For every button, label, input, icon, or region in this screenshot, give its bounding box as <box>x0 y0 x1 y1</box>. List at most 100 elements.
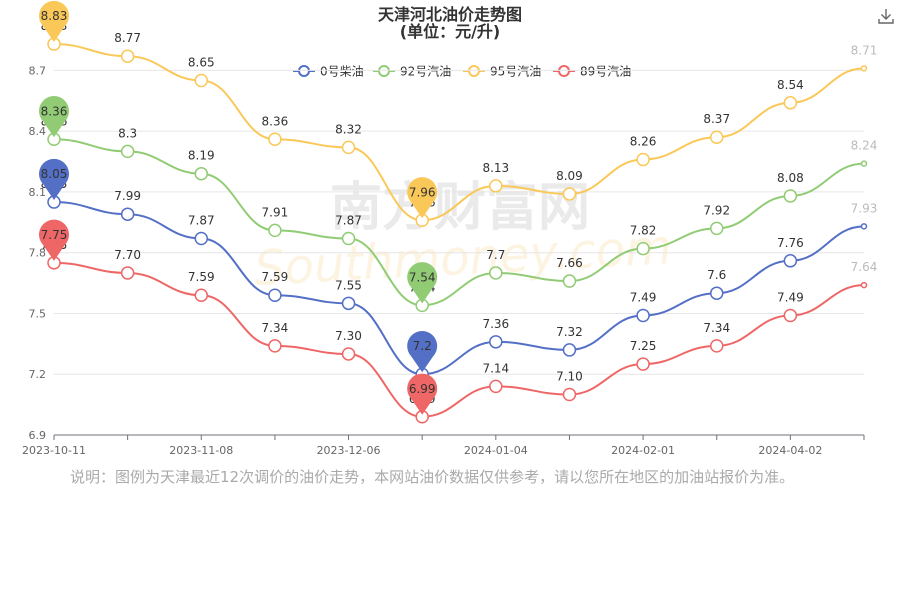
data-label: 7.36 <box>482 317 509 331</box>
pin-label: 8.83 <box>41 9 68 23</box>
grid <box>54 69 864 375</box>
data-label: 7.76 <box>777 236 804 250</box>
data-point[interactable] <box>120 207 135 221</box>
data-label: 8.77 <box>114 31 141 45</box>
x-tick-label: 2024-04-02 <box>758 444 822 457</box>
x-tick-label: 2023-12-06 <box>317 444 381 457</box>
legend-item[interactable]: 92号汽油 <box>373 64 451 79</box>
pin-marker: 7.2 <box>407 331 438 373</box>
data-point[interactable] <box>489 179 503 193</box>
data-point[interactable] <box>860 160 868 167</box>
data-label: 7.59 <box>188 270 215 284</box>
pin-shape <box>39 158 69 201</box>
data-point[interactable] <box>341 347 356 361</box>
data-label: 7.87 <box>188 214 215 228</box>
legend-item[interactable]: 95号汽油 <box>463 64 541 79</box>
x-tick-label: 2023-10-11 <box>22 444 86 457</box>
data-point[interactable] <box>562 274 577 288</box>
data-point[interactable] <box>341 296 356 311</box>
data-label: 7.82 <box>630 224 657 238</box>
data-point[interactable] <box>636 357 650 371</box>
y-tick-label: 8.1 <box>29 186 47 199</box>
data-point[interactable] <box>860 65 868 72</box>
data-label: 7.32 <box>556 325 583 339</box>
data-label: 7.66 <box>556 256 583 270</box>
data-label: 7.92 <box>703 203 730 217</box>
y-tick-label: 7.8 <box>29 247 47 260</box>
y-tick-label: 7.2 <box>29 368 47 381</box>
watermark-cn: 南方财富网 <box>330 178 590 238</box>
pin-label: 7.54 <box>409 270 436 284</box>
data-point[interactable] <box>268 288 282 302</box>
pin-label: 8.05 <box>41 167 68 181</box>
data-point[interactable] <box>783 96 798 110</box>
data-point[interactable] <box>120 144 135 159</box>
y-tick-label: 8.4 <box>29 125 47 138</box>
data-label: 8.3 <box>118 126 137 140</box>
data-point[interactable] <box>341 231 356 246</box>
legend-item[interactable]: 0号柴油 <box>293 65 364 79</box>
data-label: 8.37 <box>703 112 730 126</box>
data-point[interactable] <box>562 387 577 402</box>
data-point[interactable] <box>194 288 209 302</box>
data-label: 7.99 <box>114 189 141 203</box>
data-point[interactable] <box>489 335 503 349</box>
legend-marker <box>558 65 570 77</box>
data-label: 8.71 <box>851 43 878 57</box>
pin-marker: 8.83 <box>39 0 69 43</box>
y-tick-label: 7.5 <box>29 307 47 320</box>
data-point[interactable] <box>341 140 356 155</box>
data-label: 7.70 <box>114 248 141 262</box>
data-label: 7.49 <box>777 290 804 304</box>
data-point[interactable] <box>636 152 650 167</box>
pin-shape <box>407 373 438 415</box>
data-point[interactable] <box>194 73 209 88</box>
data-point[interactable] <box>709 286 724 300</box>
data-point[interactable] <box>783 308 798 323</box>
pin-shape <box>39 219 69 261</box>
watermark: 南方财富网 Southmoney.com <box>253 178 673 297</box>
data-label: 7.49 <box>630 290 657 304</box>
data-label: 8.65 <box>188 56 215 70</box>
data-point[interactable] <box>268 132 282 147</box>
legend-label: 92号汽油 <box>400 64 451 79</box>
data-point[interactable] <box>783 254 798 268</box>
series-points <box>47 37 868 424</box>
data-point[interactable] <box>489 266 503 280</box>
data-point[interactable] <box>268 339 282 353</box>
data-point[interactable] <box>636 241 650 256</box>
data-label: 8.32 <box>335 122 362 136</box>
data-label: 7.93 <box>851 201 878 215</box>
data-label: 7.7 <box>486 248 505 262</box>
download-icon[interactable] <box>876 6 896 26</box>
data-point[interactable] <box>860 223 868 230</box>
data-label: 8.54 <box>777 78 804 92</box>
data-label: 8.24 <box>851 139 878 153</box>
data-point[interactable] <box>194 231 209 246</box>
data-label: 7.91 <box>262 205 289 219</box>
data-label: 7.55 <box>335 278 362 292</box>
data-point[interactable] <box>120 49 135 63</box>
data-point[interactable] <box>636 308 650 323</box>
data-point[interactable] <box>120 266 135 280</box>
pin-label: 7.75 <box>41 228 68 242</box>
pin-label: 6.99 <box>409 382 436 396</box>
data-label: 7.64 <box>851 260 878 274</box>
legend-label: 95号汽油 <box>490 64 541 79</box>
data-point[interactable] <box>268 223 282 238</box>
data-point[interactable] <box>489 379 503 394</box>
data-label: 8.09 <box>556 169 583 183</box>
legend-item[interactable]: 89号汽油 <box>553 64 631 79</box>
data-point[interactable] <box>860 281 868 289</box>
data-point[interactable] <box>709 221 724 236</box>
data-point[interactable] <box>783 189 798 203</box>
y-tick-label: 8.7 <box>29 64 47 77</box>
data-point[interactable] <box>709 339 724 353</box>
data-point[interactable] <box>709 130 724 144</box>
data-point[interactable] <box>562 187 577 201</box>
data-point[interactable] <box>562 343 577 357</box>
data-point[interactable] <box>194 166 209 181</box>
data-label: 7.87 <box>335 214 362 228</box>
footnote: 说明：图例为天津最近12次调价的油价走势，本网站油价数据仅供参考，请以您所在地区… <box>70 468 795 486</box>
x-tick-label: 2024-02-01 <box>611 444 675 457</box>
